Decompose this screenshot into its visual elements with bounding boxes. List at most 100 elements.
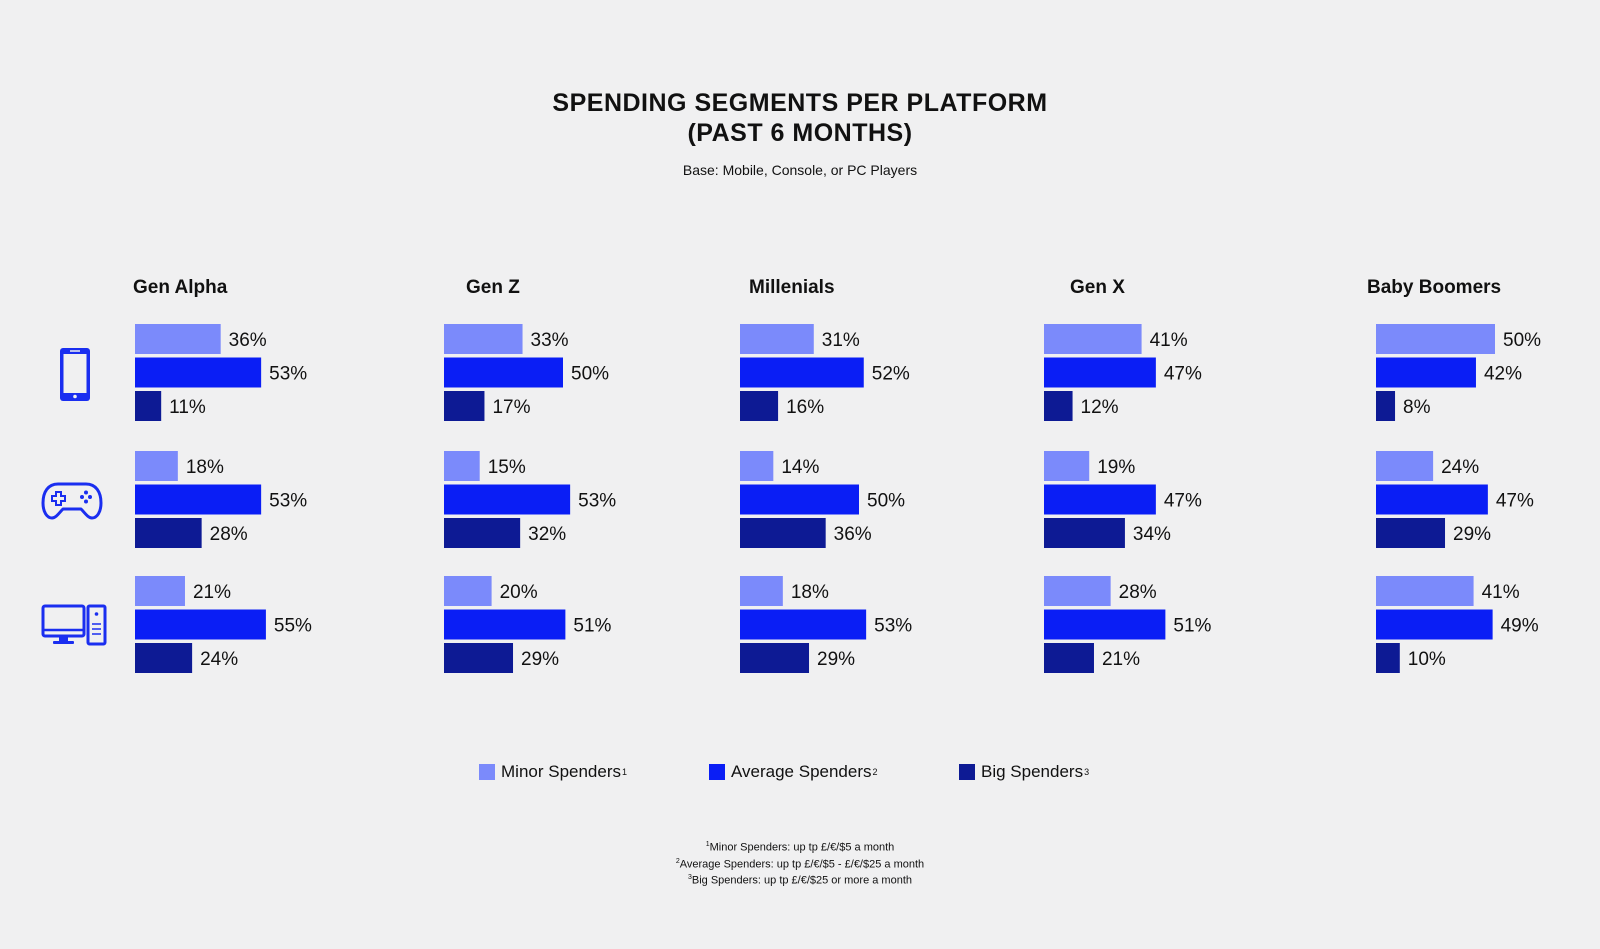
bar-gen-x-mobile-minor [1044,324,1142,354]
panel-title-gen-x: Gen X [1070,277,1125,298]
bar-gen-alpha-pc-minor [135,576,185,606]
game-controller-icon [41,482,103,520]
bar-baby-boomers-console-minor [1376,451,1434,481]
bar-gen-x-console-big [1044,518,1125,548]
bar-baby-boomers-pc-minor [1376,576,1474,606]
data-label-gen-z-mobile-minor: 33% [531,330,569,351]
bar-millenials-console-minor [740,451,774,481]
data-label-millenials-mobile-big: 16% [786,397,824,418]
legend-sup-big: 3 [1084,767,1090,777]
chart-title-line1: SPENDING SEGMENTS PER PLATFORM [552,89,1048,117]
bar-gen-z-mobile-big [444,391,485,421]
data-label-gen-alpha-console-minor: 18% [186,457,224,478]
data-label-millenials-pc-big: 29% [817,649,855,670]
bar-baby-boomers-mobile-average [1376,357,1476,388]
bar-gen-alpha-console-average [135,484,262,515]
data-label-baby-boomers-mobile-average: 42% [1484,364,1522,385]
legend-sup-average: 2 [872,767,878,777]
bar-gen-z-mobile-average [444,357,563,388]
data-label-millenials-console-minor: 14% [781,457,819,478]
data-label-baby-boomers-mobile-minor: 50% [1503,330,1541,351]
bar-millenials-mobile-minor [740,324,814,354]
bar-millenials-mobile-average [740,357,864,388]
data-label-gen-z-console-minor: 15% [488,457,526,478]
bar-gen-z-pc-big [444,643,514,673]
bar-millenials-console-big [740,518,826,548]
data-label-millenials-pc-minor: 18% [791,582,829,603]
mobile-phone-icon [60,348,90,401]
data-label-gen-z-mobile-average: 50% [571,364,609,385]
legend: Minor Spenders 1 Average Spenders 2 Big Sp… [0,762,1600,786]
data-label-millenials-mobile-minor: 31% [822,330,860,351]
legend-label-average: Average Spenders [731,762,872,781]
bar-gen-alpha-mobile-average [135,357,262,388]
bar-gen-alpha-console-minor [135,451,178,481]
chart-title-line2: (PAST 6 MONTHS) [687,119,913,147]
data-label-gen-x-console-average: 47% [1164,491,1202,512]
bar-millenials-pc-average [740,609,867,640]
legend-item-minor: Minor Spenders 1 [479,762,627,782]
data-label-gen-z-mobile-big: 17% [492,397,530,418]
bar-gen-z-pc-average [444,609,566,640]
footnote-1: 1Minor Spenders: up tp £/€/$5 a month [705,841,895,854]
bar-baby-boomers-pc-average [1376,609,1493,640]
data-label-baby-boomers-console-minor: 24% [1441,457,1479,478]
data-label-gen-z-pc-average: 51% [573,616,611,637]
data-label-baby-boomers-console-big: 29% [1453,524,1491,545]
chart-title: SPENDING SEGMENTS PER PLATFORM (PAST 6 M… [0,88,1600,148]
data-label-gen-x-mobile-average: 47% [1164,364,1202,385]
bar-baby-boomers-pc-big [1376,643,1400,673]
panel-title-gen-z: Gen Z [466,277,520,298]
bar-gen-z-mobile-minor [444,324,523,354]
bar-gen-x-mobile-average [1044,357,1156,388]
footnote-2: 2Average Spenders: up tp £/€/$5 - £/€/$2… [675,857,925,871]
data-label-baby-boomers-pc-big: 10% [1408,649,1446,670]
legend-item-big: Big Spenders 3 [959,762,1089,782]
bar-gen-x-pc-minor [1044,576,1111,606]
legend-item-average: Average Spenders 2 [709,762,878,782]
data-label-gen-alpha-pc-minor: 21% [193,582,231,603]
data-label-baby-boomers-mobile-big: 8% [1403,397,1431,418]
data-label-gen-z-pc-minor: 20% [500,582,538,603]
data-label-gen-alpha-mobile-average: 53% [269,364,307,385]
bar-gen-x-pc-big [1044,643,1094,673]
bar-millenials-pc-minor [740,576,783,606]
bar-gen-alpha-mobile-minor [135,324,221,354]
data-label-gen-z-console-big: 32% [528,524,566,545]
panel-title-baby-boomers: Baby Boomers [1367,277,1501,298]
data-label-gen-z-console-average: 53% [578,491,616,512]
panel-title-millenials: Millenials [749,277,835,298]
legend-swatch-minor [479,764,495,780]
data-label-millenials-pc-average: 53% [874,616,912,637]
panel-title-gen-alpha: Gen Alpha [133,277,228,298]
data-label-baby-boomers-pc-average: 49% [1501,616,1539,637]
data-label-millenials-mobile-average: 52% [872,364,910,385]
bar-gen-x-mobile-big [1044,391,1073,421]
bar-gen-x-console-minor [1044,451,1090,481]
data-label-baby-boomers-console-average: 47% [1496,491,1534,512]
bar-gen-alpha-console-big [135,518,202,548]
bar-millenials-console-average [740,484,859,515]
bar-gen-alpha-pc-big [135,643,193,673]
data-label-gen-alpha-console-big: 28% [210,524,248,545]
chart-subtitle: Base: Mobile, Console, or PC Players [682,162,918,178]
bar-gen-alpha-pc-average [135,609,266,640]
data-label-gen-x-pc-minor: 28% [1119,582,1157,603]
legend-swatch-average [709,764,725,780]
bar-baby-boomers-console-big [1376,518,1446,548]
data-label-gen-z-pc-big: 29% [521,649,559,670]
bar-baby-boomers-console-average [1376,484,1488,515]
desktop-computer-icon [41,604,107,646]
data-label-millenials-console-average: 50% [867,491,905,512]
legend-swatch-big [959,764,975,780]
bar-baby-boomers-mobile-minor [1376,324,1495,354]
data-label-gen-alpha-mobile-big: 11% [169,397,206,418]
footnote-3: 3Big Spenders: up tp £/€/$25 or more a m… [687,874,913,887]
bar-millenials-mobile-big [740,391,779,421]
data-label-gen-x-pc-average: 51% [1173,616,1211,637]
data-label-baby-boomers-pc-minor: 41% [1482,582,1520,603]
bar-gen-z-console-big [444,518,521,548]
bar-gen-x-console-average [1044,484,1156,515]
bar-gen-z-pc-minor [444,576,492,606]
data-label-gen-alpha-pc-big: 24% [200,649,238,670]
